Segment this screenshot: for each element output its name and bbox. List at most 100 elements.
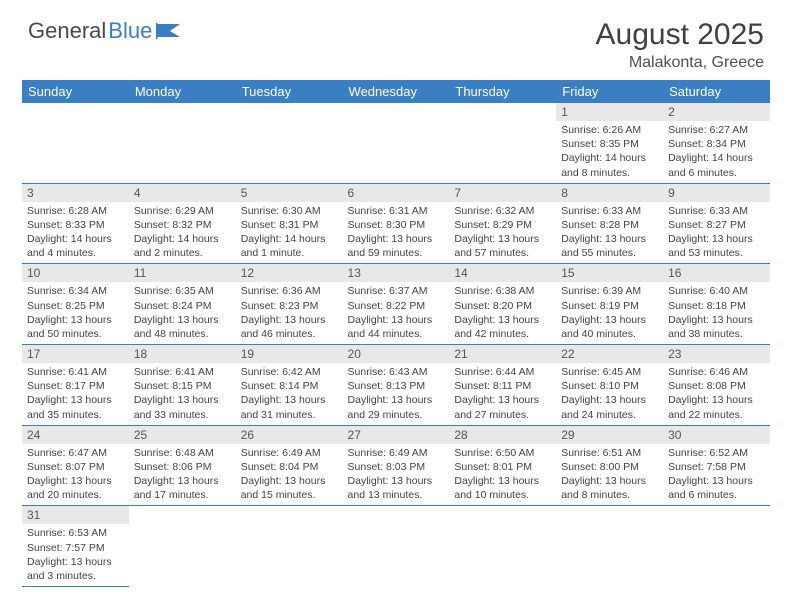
calendar-cell-empty bbox=[556, 506, 663, 587]
day-number: 24 bbox=[22, 426, 129, 444]
day-info: Sunrise: 6:44 AMSunset: 8:11 PMDaylight:… bbox=[449, 363, 556, 425]
calendar-cell: 4Sunrise: 6:29 AMSunset: 8:32 PMDaylight… bbox=[129, 183, 236, 264]
calendar-cell: 9Sunrise: 6:33 AMSunset: 8:27 PMDaylight… bbox=[663, 183, 770, 264]
day-info: Sunrise: 6:43 AMSunset: 8:13 PMDaylight:… bbox=[343, 363, 450, 425]
calendar-cell: 14Sunrise: 6:38 AMSunset: 8:20 PMDayligh… bbox=[449, 264, 556, 345]
day-info: Sunrise: 6:33 AMSunset: 8:28 PMDaylight:… bbox=[556, 202, 663, 264]
calendar-cell: 21Sunrise: 6:44 AMSunset: 8:11 PMDayligh… bbox=[449, 345, 556, 426]
day-info: Sunrise: 6:27 AMSunset: 8:34 PMDaylight:… bbox=[663, 121, 770, 183]
month-title: August 2025 bbox=[596, 18, 764, 52]
day-info: Sunrise: 6:47 AMSunset: 8:07 PMDaylight:… bbox=[22, 444, 129, 506]
day-number: 31 bbox=[22, 506, 129, 524]
day-number: 21 bbox=[449, 345, 556, 363]
calendar-cell-empty bbox=[236, 103, 343, 183]
calendar-row: 1Sunrise: 6:26 AMSunset: 8:35 PMDaylight… bbox=[22, 103, 770, 183]
day-info: Sunrise: 6:29 AMSunset: 8:32 PMDaylight:… bbox=[129, 202, 236, 264]
day-info: Sunrise: 6:30 AMSunset: 8:31 PMDaylight:… bbox=[236, 202, 343, 264]
day-info: Sunrise: 6:39 AMSunset: 8:19 PMDaylight:… bbox=[556, 282, 663, 344]
calendar-cell: 18Sunrise: 6:41 AMSunset: 8:15 PMDayligh… bbox=[129, 345, 236, 426]
day-number: 13 bbox=[343, 264, 450, 282]
day-number: 4 bbox=[129, 184, 236, 202]
calendar-row: 31Sunrise: 6:53 AMSunset: 7:57 PMDayligh… bbox=[22, 506, 770, 587]
calendar-cell: 20Sunrise: 6:43 AMSunset: 8:13 PMDayligh… bbox=[343, 345, 450, 426]
day-info: Sunrise: 6:49 AMSunset: 8:03 PMDaylight:… bbox=[343, 444, 450, 506]
day-info: Sunrise: 6:26 AMSunset: 8:35 PMDaylight:… bbox=[556, 121, 663, 183]
calendar-cell: 8Sunrise: 6:33 AMSunset: 8:28 PMDaylight… bbox=[556, 183, 663, 264]
day-number: 23 bbox=[663, 345, 770, 363]
day-info: Sunrise: 6:46 AMSunset: 8:08 PMDaylight:… bbox=[663, 363, 770, 425]
day-info: Sunrise: 6:42 AMSunset: 8:14 PMDaylight:… bbox=[236, 363, 343, 425]
day-number: 7 bbox=[449, 184, 556, 202]
weekday-header: Tuesday bbox=[236, 80, 343, 103]
day-info: Sunrise: 6:45 AMSunset: 8:10 PMDaylight:… bbox=[556, 363, 663, 425]
day-number: 14 bbox=[449, 264, 556, 282]
day-number: 17 bbox=[22, 345, 129, 363]
calendar-cell-empty bbox=[343, 506, 450, 587]
calendar-cell-empty bbox=[129, 103, 236, 183]
day-number: 15 bbox=[556, 264, 663, 282]
day-info: Sunrise: 6:35 AMSunset: 8:24 PMDaylight:… bbox=[129, 282, 236, 344]
day-info: Sunrise: 6:34 AMSunset: 8:25 PMDaylight:… bbox=[22, 282, 129, 344]
calendar-cell-empty bbox=[129, 506, 236, 587]
day-number: 19 bbox=[236, 345, 343, 363]
calendar-cell: 22Sunrise: 6:45 AMSunset: 8:10 PMDayligh… bbox=[556, 345, 663, 426]
day-info: Sunrise: 6:37 AMSunset: 8:22 PMDaylight:… bbox=[343, 282, 450, 344]
day-info: Sunrise: 6:50 AMSunset: 8:01 PMDaylight:… bbox=[449, 444, 556, 506]
day-info: Sunrise: 6:33 AMSunset: 8:27 PMDaylight:… bbox=[663, 202, 770, 264]
weekday-header: Wednesday bbox=[343, 80, 450, 103]
day-number: 18 bbox=[129, 345, 236, 363]
weekday-header: Sunday bbox=[22, 80, 129, 103]
day-info: Sunrise: 6:51 AMSunset: 8:00 PMDaylight:… bbox=[556, 444, 663, 506]
day-info: Sunrise: 6:32 AMSunset: 8:29 PMDaylight:… bbox=[449, 202, 556, 264]
calendar-cell: 2Sunrise: 6:27 AMSunset: 8:34 PMDaylight… bbox=[663, 103, 770, 183]
day-number: 1 bbox=[556, 103, 663, 121]
calendar-cell-empty bbox=[663, 506, 770, 587]
title-block: August 2025 Malakonta, Greece bbox=[596, 18, 764, 72]
calendar-cell-empty bbox=[449, 506, 556, 587]
calendar-cell: 1Sunrise: 6:26 AMSunset: 8:35 PMDaylight… bbox=[556, 103, 663, 183]
calendar-row: 17Sunrise: 6:41 AMSunset: 8:17 PMDayligh… bbox=[22, 345, 770, 426]
weekday-header: Friday bbox=[556, 80, 663, 103]
day-info: Sunrise: 6:31 AMSunset: 8:30 PMDaylight:… bbox=[343, 202, 450, 264]
calendar-cell: 23Sunrise: 6:46 AMSunset: 8:08 PMDayligh… bbox=[663, 345, 770, 426]
day-number: 28 bbox=[449, 426, 556, 444]
day-number: 6 bbox=[343, 184, 450, 202]
calendar-cell: 15Sunrise: 6:39 AMSunset: 8:19 PMDayligh… bbox=[556, 264, 663, 345]
logo: GeneralBlue bbox=[28, 18, 182, 44]
day-number: 12 bbox=[236, 264, 343, 282]
weekday-header: Thursday bbox=[449, 80, 556, 103]
day-info: Sunrise: 6:28 AMSunset: 8:33 PMDaylight:… bbox=[22, 202, 129, 264]
calendar-cell: 29Sunrise: 6:51 AMSunset: 8:00 PMDayligh… bbox=[556, 425, 663, 506]
location: Malakonta, Greece bbox=[596, 54, 764, 72]
day-info: Sunrise: 6:53 AMSunset: 7:57 PMDaylight:… bbox=[22, 524, 129, 586]
day-number: 25 bbox=[129, 426, 236, 444]
calendar-cell: 31Sunrise: 6:53 AMSunset: 7:57 PMDayligh… bbox=[22, 506, 129, 587]
day-info: Sunrise: 6:48 AMSunset: 8:06 PMDaylight:… bbox=[129, 444, 236, 506]
calendar-row: 3Sunrise: 6:28 AMSunset: 8:33 PMDaylight… bbox=[22, 183, 770, 264]
calendar-cell: 6Sunrise: 6:31 AMSunset: 8:30 PMDaylight… bbox=[343, 183, 450, 264]
day-number: 26 bbox=[236, 426, 343, 444]
calendar-cell: 24Sunrise: 6:47 AMSunset: 8:07 PMDayligh… bbox=[22, 425, 129, 506]
calendar-cell: 17Sunrise: 6:41 AMSunset: 8:17 PMDayligh… bbox=[22, 345, 129, 426]
calendar-cell-empty bbox=[22, 103, 129, 183]
logo-text-1: General bbox=[28, 18, 106, 44]
day-number: 27 bbox=[343, 426, 450, 444]
day-number: 16 bbox=[663, 264, 770, 282]
calendar-cell: 28Sunrise: 6:50 AMSunset: 8:01 PMDayligh… bbox=[449, 425, 556, 506]
day-info: Sunrise: 6:41 AMSunset: 8:15 PMDaylight:… bbox=[129, 363, 236, 425]
calendar-head: SundayMondayTuesdayWednesdayThursdayFrid… bbox=[22, 80, 770, 103]
calendar-table: SundayMondayTuesdayWednesdayThursdayFrid… bbox=[22, 80, 770, 587]
logo-flag-icon bbox=[156, 22, 182, 40]
calendar-cell-empty bbox=[343, 103, 450, 183]
calendar-cell: 19Sunrise: 6:42 AMSunset: 8:14 PMDayligh… bbox=[236, 345, 343, 426]
day-info: Sunrise: 6:49 AMSunset: 8:04 PMDaylight:… bbox=[236, 444, 343, 506]
weekday-row: SundayMondayTuesdayWednesdayThursdayFrid… bbox=[22, 80, 770, 103]
day-info: Sunrise: 6:40 AMSunset: 8:18 PMDaylight:… bbox=[663, 282, 770, 344]
day-number: 10 bbox=[22, 264, 129, 282]
calendar-cell-empty bbox=[449, 103, 556, 183]
calendar-cell: 13Sunrise: 6:37 AMSunset: 8:22 PMDayligh… bbox=[343, 264, 450, 345]
calendar-cell: 11Sunrise: 6:35 AMSunset: 8:24 PMDayligh… bbox=[129, 264, 236, 345]
calendar-cell: 25Sunrise: 6:48 AMSunset: 8:06 PMDayligh… bbox=[129, 425, 236, 506]
logo-text-2: Blue bbox=[108, 18, 152, 44]
calendar-cell: 7Sunrise: 6:32 AMSunset: 8:29 PMDaylight… bbox=[449, 183, 556, 264]
